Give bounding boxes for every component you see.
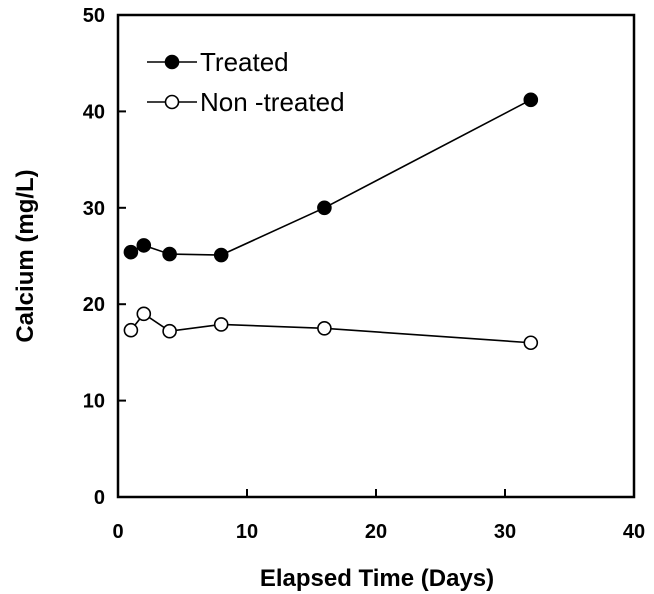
axis-ticks (117, 14, 635, 498)
data-point (213, 247, 229, 263)
x-tick-label: 30 (494, 521, 516, 543)
legend-marker (164, 54, 180, 70)
data-series (123, 92, 539, 351)
data-point (162, 323, 177, 339)
data-point (136, 306, 152, 322)
y-tick-label: 20 (83, 294, 105, 316)
data-point (213, 317, 229, 332)
x-tick-label: 0 (112, 521, 123, 543)
y-tick-label: 30 (83, 198, 105, 220)
x-tick-label: 40 (623, 521, 645, 543)
data-point (317, 200, 332, 216)
data-point (123, 322, 139, 338)
y-axis-title: Calcium (mg/L) (12, 169, 39, 342)
y-tick-label: 10 (83, 391, 105, 413)
x-tick-label: 20 (365, 521, 387, 543)
data-point (162, 246, 177, 262)
legend-entry: Non -treated (147, 87, 345, 117)
data-point (136, 238, 152, 253)
legend-entry: Treated (147, 47, 289, 77)
legend-marker (164, 94, 180, 110)
data-point (317, 320, 332, 336)
series-non-treated (123, 306, 539, 351)
data-point (523, 92, 539, 108)
data-point (123, 244, 139, 260)
series-line (130, 99, 532, 256)
x-tick-label: 10 (236, 521, 258, 543)
legend: Treated Non -treated (147, 47, 345, 117)
data-point (523, 335, 539, 351)
y-tick-label: 50 (83, 5, 105, 27)
series-treated (123, 92, 539, 263)
axis-tick-labels: 0 10 20 30 40 0 10 20 30 40 50 (83, 5, 645, 543)
plot-area-frame (116, 13, 636, 499)
x-axis-title: Elapsed Time (Days) (260, 565, 494, 592)
y-tick-label: 0 (94, 487, 105, 509)
y-tick-label: 40 (83, 101, 105, 123)
legend-label: Non -treated (200, 87, 345, 117)
legend-label: Treated (200, 47, 289, 77)
